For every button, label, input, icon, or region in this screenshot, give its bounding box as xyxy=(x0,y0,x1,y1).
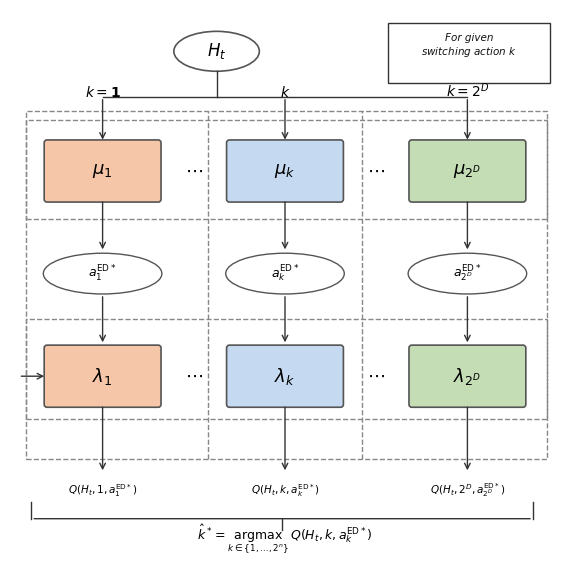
Bar xyxy=(26,319,547,419)
Text: $\hat{k}^* = \underset{k \in \{1, \ldots, 2^n\}}{\mathrm{argmax}}\, Q(H_t, k, a_: $\hat{k}^* = \underset{k \in \{1, \ldots… xyxy=(197,522,373,556)
Text: $\lambda_k$: $\lambda_k$ xyxy=(274,366,296,386)
Text: $Q(H_t, k, a_k^{\mathrm{ED*}})$: $Q(H_t, k, a_k^{\mathrm{ED*}})$ xyxy=(251,482,319,499)
Text: $\cdots$: $\cdots$ xyxy=(185,162,203,180)
Bar xyxy=(26,120,547,219)
Ellipse shape xyxy=(174,31,259,71)
Text: $\cdots$: $\cdots$ xyxy=(367,367,385,385)
FancyBboxPatch shape xyxy=(44,140,161,202)
FancyBboxPatch shape xyxy=(226,140,343,202)
Text: $Q(H_t, 1, a_1^{\mathrm{ED*}})$: $Q(H_t, 1, a_1^{\mathrm{ED*}})$ xyxy=(68,482,137,499)
Ellipse shape xyxy=(226,253,344,294)
Text: $\mu_1$: $\mu_1$ xyxy=(92,162,113,180)
FancyBboxPatch shape xyxy=(409,345,526,407)
Text: $\lambda_{2^D}$: $\lambda_{2^D}$ xyxy=(453,366,482,386)
Text: $a_{2^D}^{\mathrm{ED*}}$: $a_{2^D}^{\mathrm{ED*}}$ xyxy=(453,263,482,284)
Bar xyxy=(26,111,547,459)
Bar xyxy=(388,23,550,83)
Text: $\mu_{2^D}$: $\mu_{2^D}$ xyxy=(453,162,482,180)
FancyBboxPatch shape xyxy=(409,140,526,202)
Text: $a_1^{\mathrm{ED*}}$: $a_1^{\mathrm{ED*}}$ xyxy=(88,263,117,284)
Text: $\lambda_1$: $\lambda_1$ xyxy=(92,366,113,386)
Text: $k=\mathbf{1}$: $k=\mathbf{1}$ xyxy=(85,85,120,100)
Text: For given
switching action $k$: For given switching action $k$ xyxy=(421,33,517,59)
Text: $k=2^D$: $k=2^D$ xyxy=(446,81,489,100)
Text: $\cdots$: $\cdots$ xyxy=(185,367,203,385)
Text: $\cdots$: $\cdots$ xyxy=(367,162,385,180)
FancyBboxPatch shape xyxy=(44,345,161,407)
Text: $\mu_k$: $\mu_k$ xyxy=(274,162,296,180)
Text: $k$: $k$ xyxy=(280,85,290,100)
Text: $Q(H_t, 2^D, a_{2^D}^{\mathrm{ED*}})$: $Q(H_t, 2^D, a_{2^D}^{\mathrm{ED*}})$ xyxy=(430,481,505,499)
Text: $H_t$: $H_t$ xyxy=(207,41,226,62)
FancyBboxPatch shape xyxy=(226,345,343,407)
Ellipse shape xyxy=(408,253,527,294)
Ellipse shape xyxy=(43,253,162,294)
Text: $a_k^{\mathrm{ED*}}$: $a_k^{\mathrm{ED*}}$ xyxy=(271,263,299,284)
